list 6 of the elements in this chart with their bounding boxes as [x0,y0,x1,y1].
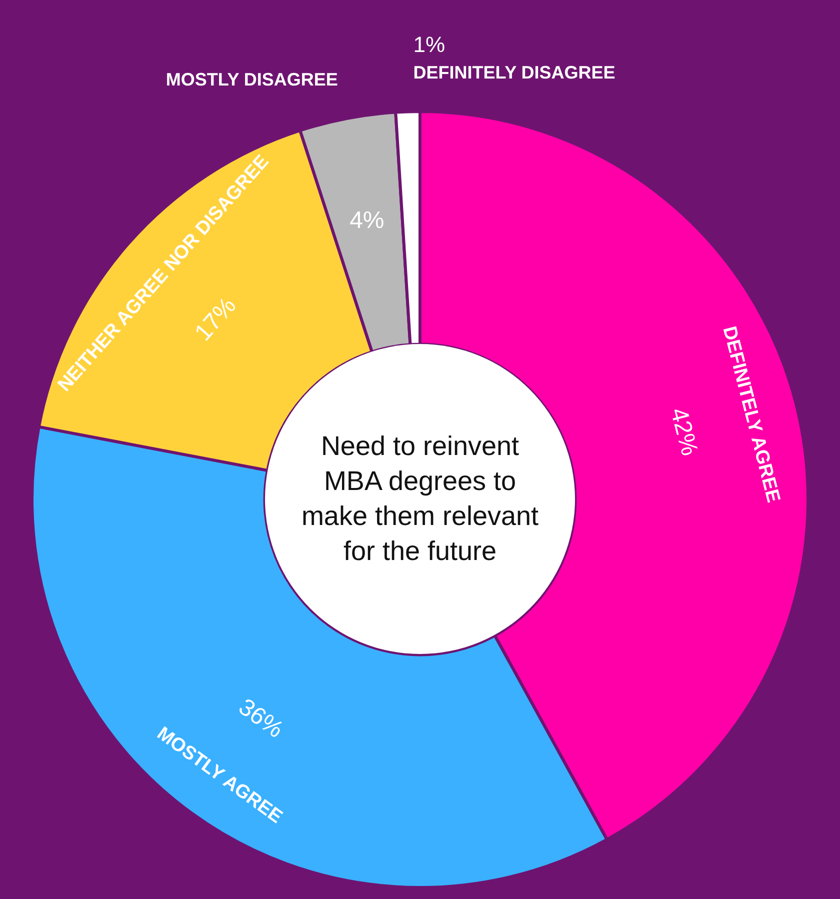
data-label: 1% [413,32,446,57]
data-label: 42% [664,405,703,458]
data-label: 36% [234,693,288,744]
slice-label: DEFINITELY DISAGREE [413,62,616,83]
slice-label: MOSTLY DISAGREE [166,70,338,90]
data-label: 4% [350,206,384,234]
